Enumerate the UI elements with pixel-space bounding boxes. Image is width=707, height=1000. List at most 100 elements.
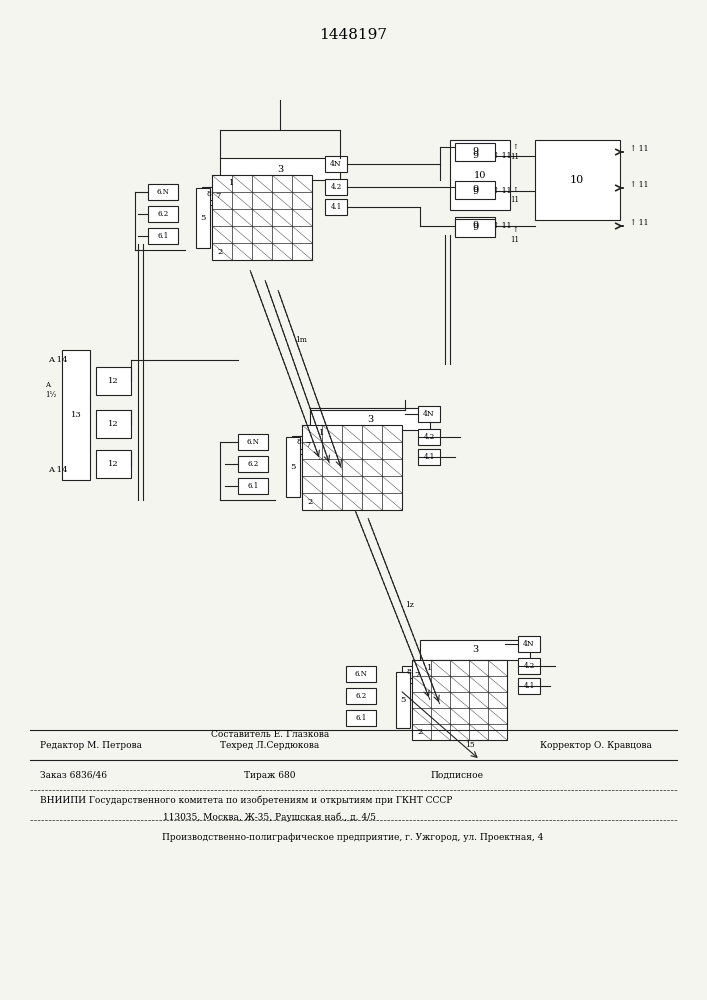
Text: 4N: 4N — [523, 640, 534, 648]
Text: Редактор М. Петрова: Редактор М. Петрова — [40, 740, 142, 750]
Text: 9: 9 — [472, 186, 478, 194]
Text: 4.1: 4.1 — [523, 682, 534, 690]
Text: 3: 3 — [472, 646, 478, 654]
FancyBboxPatch shape — [518, 636, 540, 652]
FancyBboxPatch shape — [96, 450, 131, 478]
Text: 9: 9 — [472, 147, 478, 156]
Text: 9: 9 — [472, 186, 478, 196]
FancyBboxPatch shape — [535, 140, 620, 220]
Text: ↑ 11: ↑ 11 — [493, 222, 511, 230]
FancyBboxPatch shape — [238, 478, 268, 494]
Text: 6.2: 6.2 — [247, 460, 259, 468]
FancyBboxPatch shape — [455, 182, 495, 200]
Text: 9: 9 — [472, 222, 478, 231]
Text: 3: 3 — [277, 164, 283, 174]
Text: 3: 3 — [367, 414, 373, 424]
FancyBboxPatch shape — [420, 640, 530, 660]
FancyBboxPatch shape — [238, 434, 268, 450]
Text: 6.2: 6.2 — [356, 692, 367, 700]
FancyBboxPatch shape — [148, 228, 178, 244]
Text: 8: 8 — [406, 668, 411, 676]
Text: 7: 7 — [305, 441, 310, 449]
Text: ↑
11: ↑ 11 — [510, 143, 520, 161]
FancyBboxPatch shape — [292, 436, 306, 449]
FancyBboxPatch shape — [396, 672, 410, 728]
Text: 5: 5 — [291, 463, 296, 471]
Text: 4.1: 4.1 — [330, 203, 341, 211]
Text: 6.1: 6.1 — [356, 714, 367, 722]
FancyBboxPatch shape — [325, 199, 347, 215]
Text: A
1¹⁄₂: A 1¹⁄₂ — [45, 381, 57, 399]
Text: ↑ 11: ↑ 11 — [493, 187, 511, 195]
Text: 4.2: 4.2 — [523, 662, 534, 670]
FancyBboxPatch shape — [418, 406, 440, 422]
FancyBboxPatch shape — [238, 456, 268, 472]
Text: 10: 10 — [474, 170, 486, 180]
Text: 2: 2 — [217, 248, 223, 256]
FancyBboxPatch shape — [408, 667, 426, 683]
Text: 5: 5 — [200, 214, 206, 222]
Text: 7: 7 — [414, 671, 420, 679]
Text: 1m: 1m — [295, 336, 307, 344]
Text: A 14: A 14 — [48, 466, 67, 474]
Text: 1: 1 — [229, 179, 235, 187]
Text: Корректор О. Кравцова: Корректор О. Кравцова — [540, 740, 652, 750]
FancyBboxPatch shape — [455, 219, 495, 237]
FancyBboxPatch shape — [455, 147, 495, 165]
FancyBboxPatch shape — [298, 436, 318, 454]
FancyBboxPatch shape — [412, 660, 507, 740]
FancyBboxPatch shape — [455, 217, 495, 235]
FancyBboxPatch shape — [325, 179, 347, 195]
Text: 2: 2 — [308, 498, 312, 506]
FancyBboxPatch shape — [196, 188, 210, 248]
Text: 8: 8 — [296, 438, 301, 446]
FancyBboxPatch shape — [325, 156, 347, 172]
Text: 6.N: 6.N — [247, 438, 259, 446]
Text: 9: 9 — [472, 224, 478, 232]
Text: Тираж 680: Тираж 680 — [244, 770, 296, 780]
FancyBboxPatch shape — [220, 158, 340, 180]
Text: 6.2: 6.2 — [158, 210, 169, 218]
Text: 4.2: 4.2 — [330, 183, 341, 191]
FancyBboxPatch shape — [302, 425, 402, 510]
Text: A 14: A 14 — [48, 356, 67, 364]
FancyBboxPatch shape — [455, 181, 495, 199]
FancyBboxPatch shape — [96, 367, 131, 395]
Text: 6.1: 6.1 — [158, 232, 169, 240]
Text: 4.2: 4.2 — [423, 433, 435, 441]
Text: 7: 7 — [216, 192, 221, 200]
Text: 6.N: 6.N — [156, 188, 170, 196]
Text: Подписное: Подписное — [430, 770, 483, 780]
FancyBboxPatch shape — [418, 429, 440, 445]
FancyBboxPatch shape — [148, 206, 178, 222]
Text: ↑ 11: ↑ 11 — [630, 219, 648, 227]
FancyBboxPatch shape — [450, 140, 510, 210]
Text: 9: 9 — [472, 151, 478, 160]
Text: 4N: 4N — [423, 410, 435, 418]
Text: 6.1: 6.1 — [247, 482, 259, 490]
Text: 5: 5 — [400, 696, 406, 704]
FancyBboxPatch shape — [346, 710, 376, 726]
Text: ↑ 11: ↑ 11 — [493, 152, 511, 160]
Text: 113035, Москва, Ж-35, Раушская наб., д. 4/5: 113035, Москва, Ж-35, Раушская наб., д. … — [163, 812, 377, 822]
Text: 13: 13 — [71, 411, 81, 419]
FancyBboxPatch shape — [286, 437, 300, 497]
FancyBboxPatch shape — [62, 350, 90, 480]
Text: Заказ 6836/46: Заказ 6836/46 — [40, 770, 107, 780]
FancyBboxPatch shape — [346, 666, 376, 682]
FancyBboxPatch shape — [518, 678, 540, 694]
Text: Составитель Е. Глазкова
Техред Л.Сердюкова: Составитель Е. Глазкова Техред Л.Сердюко… — [211, 730, 329, 750]
FancyBboxPatch shape — [518, 658, 540, 674]
FancyBboxPatch shape — [148, 184, 178, 200]
Text: 4.1: 4.1 — [423, 453, 435, 461]
Text: 8: 8 — [206, 190, 211, 198]
Text: 1: 1 — [427, 664, 433, 672]
FancyBboxPatch shape — [310, 408, 430, 430]
Text: 1448197: 1448197 — [319, 28, 387, 42]
Text: 6.N: 6.N — [355, 670, 368, 678]
Text: ↑
11: ↑ 11 — [510, 186, 520, 204]
Text: 10: 10 — [570, 175, 584, 185]
Text: ВНИИПИ Государственного комитета по изобретениям и открытиям при ГКНТ СССР: ВНИИПИ Государственного комитета по изоб… — [40, 795, 452, 805]
FancyBboxPatch shape — [208, 187, 228, 205]
Text: 12: 12 — [107, 420, 118, 428]
